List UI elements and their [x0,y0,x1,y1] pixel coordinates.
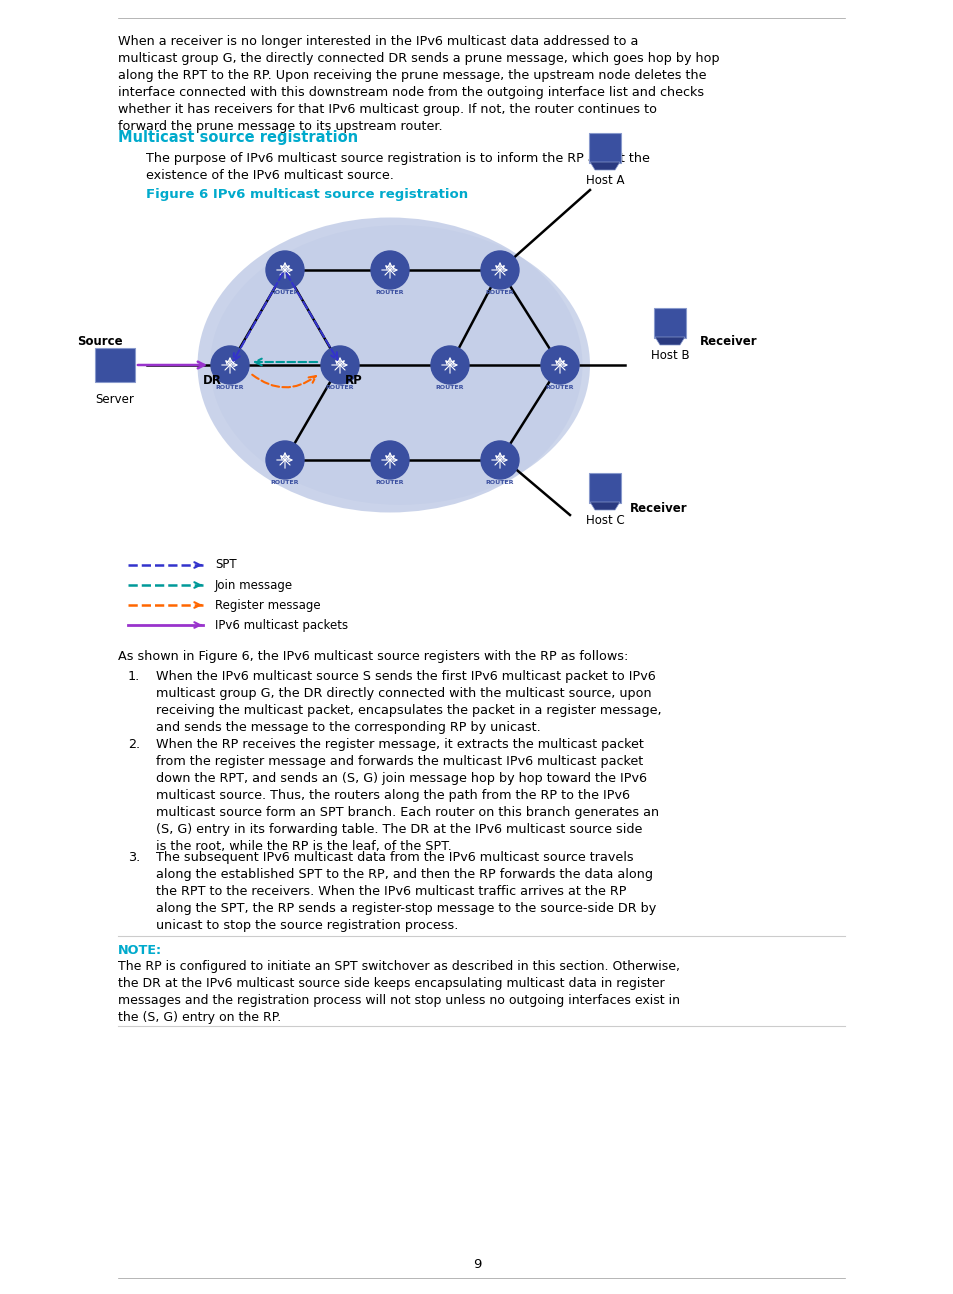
Text: ROUTER: ROUTER [271,290,299,295]
Text: ROUTER: ROUTER [375,480,404,485]
FancyBboxPatch shape [588,133,620,163]
Circle shape [431,345,469,384]
Text: Host B: Host B [650,349,689,362]
Text: ROUTER: ROUTER [485,480,514,485]
Circle shape [371,251,409,289]
Text: Source: Source [77,335,123,348]
Text: Host C: Host C [585,514,623,527]
Text: The purpose of IPv6 multicast source registration is to inform the RP about the
: The purpose of IPv6 multicast source reg… [146,151,649,182]
Ellipse shape [197,217,582,512]
Polygon shape [589,162,619,170]
Text: Register message: Register message [214,599,320,612]
Text: ROUTER: ROUTER [325,386,354,389]
Circle shape [266,441,304,479]
Text: ROUTER: ROUTER [271,480,299,485]
Text: DR: DR [203,374,222,387]
Text: Join message: Join message [214,578,293,591]
Ellipse shape [210,225,589,505]
Text: 1.: 1. [128,670,140,683]
Circle shape [480,251,518,289]
Text: Multicast source registration: Multicast source registration [118,129,357,145]
Text: ROUTER: ROUTER [215,386,244,389]
Text: 2.: 2. [128,738,140,751]
Circle shape [540,345,578,384]
Text: ROUTER: ROUTER [436,386,464,389]
Text: The subsequent IPv6 multicast data from the IPv6 multicast source travels
along : The subsequent IPv6 multicast data from … [156,851,656,932]
Circle shape [211,345,249,384]
FancyBboxPatch shape [654,308,685,338]
FancyBboxPatch shape [95,348,135,382]
Text: 9: 9 [473,1259,480,1272]
Text: ROUTER: ROUTER [485,290,514,295]
FancyBboxPatch shape [588,474,620,503]
Text: SPT: SPT [214,559,236,572]
Text: 3.: 3. [128,851,140,864]
Polygon shape [655,336,684,345]
Text: RP: RP [345,374,362,387]
Circle shape [266,251,304,289]
Polygon shape [589,502,619,510]
Text: ROUTER: ROUTER [375,290,404,295]
Circle shape [480,441,518,479]
Text: When a receiver is no longer interested in the IPv6 multicast data addressed to : When a receiver is no longer interested … [118,35,719,133]
Text: Receiver: Receiver [700,335,757,348]
Text: When the IPv6 multicast source S sends the first IPv6 multicast packet to IPv6
m: When the IPv6 multicast source S sends t… [156,670,661,734]
Text: The RP is configured to initiate an SPT switchover as described in this section.: The RP is configured to initiate an SPT … [118,960,679,1024]
Text: Host A: Host A [585,173,623,188]
Text: When the RP receives the register message, it extracts the multicast packet
from: When the RP receives the register messag… [156,738,659,853]
Text: Server: Server [95,393,134,406]
Text: As shown in Figure 6, the IPv6 multicast source registers with the RP as follows: As shown in Figure 6, the IPv6 multicast… [118,650,628,663]
Text: ROUTER: ROUTER [545,386,574,389]
Circle shape [371,441,409,479]
Text: NOTE:: NOTE: [118,945,162,958]
Text: Figure 6 IPv6 multicast source registration: Figure 6 IPv6 multicast source registrat… [146,188,468,201]
Text: Receiver: Receiver [629,502,687,515]
Text: IPv6 multicast packets: IPv6 multicast packets [214,619,348,631]
Circle shape [320,345,358,384]
